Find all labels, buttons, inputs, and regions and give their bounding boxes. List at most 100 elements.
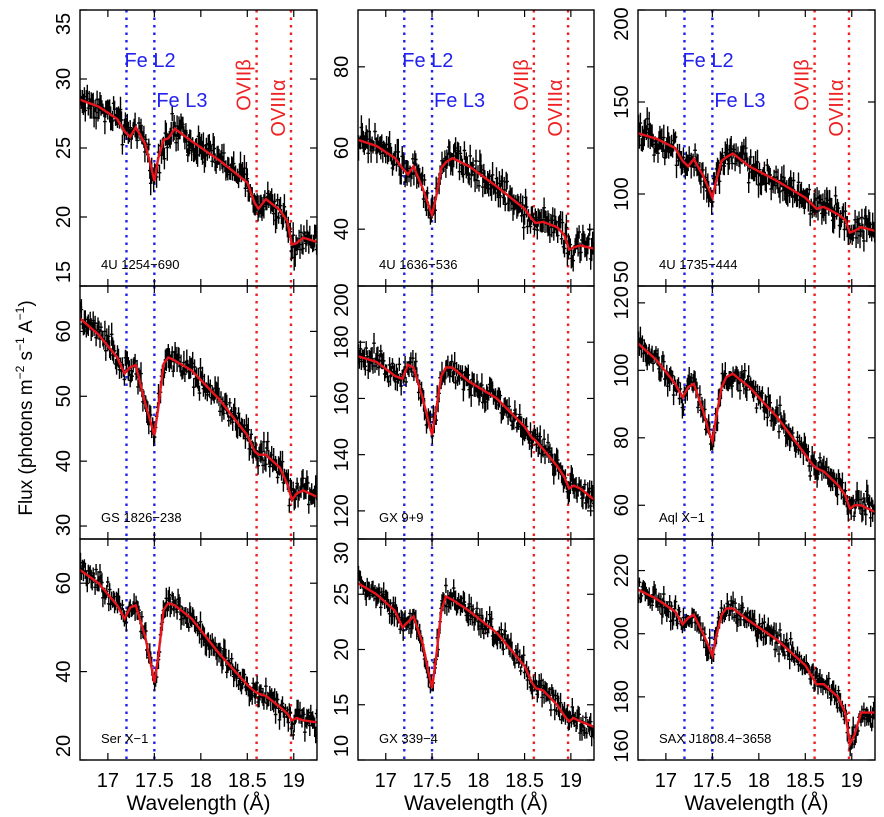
y-tick-label: 30 (53, 68, 75, 90)
y-tick-label: 180 (331, 326, 353, 359)
source-label: GX 339−4 (379, 731, 438, 746)
ylabel-sup-1: −2 (13, 365, 27, 379)
panel-9: 17 17.5 18 18.5 19 160 180 200 220 SAX J1808.4−36… (611, 538, 876, 815)
source-label: 4U 1735−444 (659, 257, 737, 272)
x-tick-label: 18 (190, 770, 212, 792)
panel-4: 30 40 50 60 GS 1826−238 (53, 285, 318, 540)
y-tick-label: 10 (331, 735, 353, 757)
source-label: Ser X−1 (101, 731, 148, 746)
oviiia-label: OVIIIα (826, 79, 848, 136)
panels: 15 20 25 30 35 4U 1254−690 Fe L2 Fe L3 OVIIβ OVII… (53, 7, 876, 815)
source-label: GX 9+9 (379, 510, 423, 525)
model-curve (638, 342, 875, 514)
model-curve (358, 355, 594, 501)
ylabel-sup-3: −1 (13, 306, 27, 320)
y-tick-label: 25 (331, 583, 353, 605)
y-tick-label: 60 (611, 494, 633, 516)
panel-1: 15 20 25 30 35 4U 1254−690 Fe L2 Fe L3 OVIIβ OVII… (53, 9, 318, 287)
source-label: SAX J1808.4−3658 (659, 731, 771, 746)
x-tick-label: 17.5 (413, 770, 452, 792)
x-tick-label: 17 (97, 770, 119, 792)
x-tick-label: 19 (283, 770, 305, 792)
source-label: GS 1826−238 (101, 510, 182, 525)
x-tick-label: 19 (841, 770, 863, 792)
y-tick-label: 120 (331, 494, 353, 527)
y-tick-label: 80 (331, 56, 353, 78)
fe-l2-label: Fe L2 (402, 50, 453, 72)
ylabel-end: ) (16, 300, 37, 306)
y-tick-label: 160 (611, 729, 633, 762)
data-points (358, 115, 594, 272)
fe-l3-label: Fe L3 (714, 90, 765, 112)
data-points (358, 565, 594, 747)
model-curve (358, 138, 594, 252)
x-axis-label: Wavelength (Å) (404, 792, 548, 815)
y-tick-label: 20 (53, 735, 75, 757)
ylabel-mid: s (16, 351, 37, 366)
model-curve (80, 568, 317, 724)
panel-frame (79, 285, 318, 540)
panel-frame (637, 538, 876, 761)
panel-frame (79, 9, 318, 287)
x-tick-label: 18.5 (505, 770, 544, 792)
y-tick-label: 60 (331, 137, 353, 159)
x-tick-label: 18.5 (228, 770, 267, 792)
y-tick-label: 50 (611, 261, 633, 283)
x-tick-label: 17.5 (693, 770, 732, 792)
ylabel-text: Flux (photons m (16, 379, 37, 515)
fe-l3-label: Fe L3 (434, 90, 485, 112)
y-tick-label: 200 (331, 283, 353, 316)
source-label: Aql X−1 (659, 510, 705, 525)
y-tick-label: 180 (611, 680, 633, 713)
y-tick-label: 140 (331, 438, 353, 471)
y-axis-label: Flux (photons m−2 s−1 A−1) (13, 300, 37, 515)
y-tick-label: 200 (611, 7, 633, 40)
y-tick-label: 20 (331, 638, 353, 660)
panel-frame (357, 9, 595, 287)
y-tick-label: 60 (53, 320, 75, 342)
data-points (638, 577, 875, 757)
y-tick-label: 25 (53, 137, 75, 159)
y-tick-label: 30 (331, 542, 353, 564)
data-points (80, 299, 317, 514)
ylabel-mid-2: A (16, 320, 37, 337)
y-tick-label: 100 (611, 177, 633, 210)
y-tick-label: 100 (611, 354, 633, 387)
panel-5: 120 140 160 180 200 GX 9+9 (331, 283, 595, 540)
panel-3: 50 100 150 200 4U 1735−444 Fe L2 Fe L3 OVIIβ OVI… (611, 7, 876, 287)
x-tick-label: 19 (560, 770, 582, 792)
y-tick-label: 120 (611, 286, 633, 319)
panel-6: 60 80 100 120 Aql X−1 (611, 285, 876, 540)
oviiia-label: OVIIIα (268, 79, 290, 136)
y-tick-label: 220 (611, 554, 633, 587)
model-curve (80, 98, 317, 247)
panel-8: 17 17.5 18 18.5 19 10 15 20 25 30 GX 339−4 Waveleng… (331, 538, 595, 815)
y-tick-label: 150 (611, 85, 633, 118)
y-tick-label: 40 (53, 450, 75, 472)
x-axis-label: Wavelength (Å) (685, 792, 829, 815)
data-points (638, 326, 875, 527)
y-tick-label: 20 (53, 206, 75, 228)
y-tick-label: 40 (53, 660, 75, 682)
x-tick-label: 17 (375, 770, 397, 792)
fe-l2-label: Fe L2 (682, 50, 733, 72)
y-tick-label: 30 (53, 514, 75, 536)
oviib-label: OVIIβ (792, 59, 814, 111)
data-points (358, 332, 594, 517)
y-tick-label: 200 (611, 617, 633, 650)
panel-frame (357, 538, 595, 761)
y-tick-label: 60 (53, 572, 75, 594)
y-tick-label: 35 (53, 13, 75, 35)
source-label: 4U 1254−690 (101, 257, 179, 272)
x-tick-label: 18 (748, 770, 770, 792)
source-label: 4U 1636−536 (379, 257, 457, 272)
x-tick-label: 17 (655, 770, 677, 792)
panel-frame (79, 538, 318, 761)
svg-text:Flux (photons m−2 s−1 A−1): Flux (photons m−2 s−1 A−1) (13, 300, 37, 515)
y-tick-label: 50 (53, 385, 75, 407)
fe-l2-label: Fe L2 (124, 50, 175, 72)
y-tick-label: 15 (331, 694, 353, 716)
oviib-label: OVIIβ (234, 59, 256, 111)
ylabel-sup-2: −1 (13, 337, 27, 351)
